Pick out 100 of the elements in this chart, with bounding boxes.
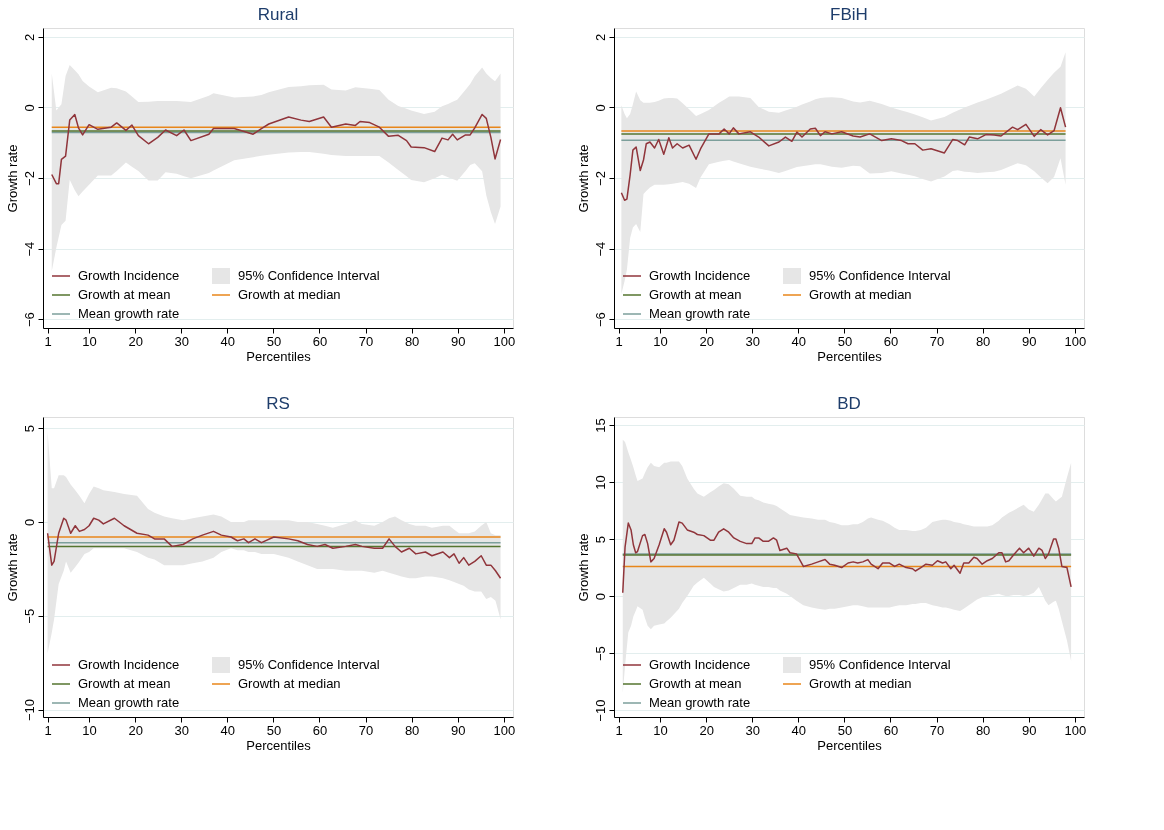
legend-label: Growth at median — [809, 287, 912, 302]
y-tick-label: −2 — [21, 171, 37, 186]
x-tick-label: 10 — [82, 722, 97, 738]
x-tick-label: 100 — [1064, 333, 1087, 349]
x-tick-label: 60 — [883, 722, 899, 738]
line-series — [51, 113, 502, 185]
y-tick-label: 0 — [21, 518, 37, 527]
x-tick-label: 1 — [44, 333, 52, 349]
x-tick-label: 60 — [312, 333, 328, 349]
x-tick-label: 30 — [745, 722, 760, 738]
legend-label: Growth at mean — [78, 676, 171, 691]
y-tick-label: −2 — [592, 171, 608, 186]
legend-label: Growth at mean — [649, 676, 742, 691]
x-tick-label: 50 — [837, 722, 853, 738]
y-tick-label: 0 — [592, 592, 608, 601]
legend-label: Growth Incidence — [649, 268, 751, 283]
legend-label: Growth at median — [238, 676, 341, 691]
x-tick-label: 40 — [791, 333, 807, 349]
chart-title: Rural — [257, 5, 299, 24]
x-tick-label: 40 — [220, 333, 236, 349]
chart-title: BD — [837, 394, 861, 413]
x-tick-label: 20 — [128, 722, 143, 738]
annotation: 95% Confidence Interval — [809, 268, 951, 283]
x-tick-label: 1 — [615, 722, 623, 738]
x-tick-label: 40 — [220, 722, 236, 738]
y-axis-title: Growth rate — [575, 144, 591, 213]
x-tick-label: 30 — [174, 722, 189, 738]
x-axis-title: Percentiles — [246, 348, 312, 364]
y-axis-title: Growth rate — [4, 533, 20, 602]
legend-label: Growth at median — [238, 287, 341, 302]
x-tick-label: 1 — [44, 722, 52, 738]
line-series — [46, 517, 502, 579]
y-tick-label: 0 — [21, 104, 37, 112]
y-tick-label: 15 — [592, 418, 608, 433]
annotation: 95% Confidence Interval — [238, 657, 380, 672]
y-tick-label: 0 — [592, 104, 608, 112]
y-tick-label: −10 — [21, 698, 37, 722]
legend-label: Mean growth rate — [649, 306, 751, 321]
x-tick-label: 70 — [358, 333, 374, 349]
line-series — [620, 107, 1067, 201]
x-tick-label: 100 — [493, 722, 516, 738]
x-tick-label: 1 — [615, 333, 623, 349]
x-tick-label: 40 — [791, 722, 807, 738]
x-tick-label: 30 — [174, 333, 189, 349]
y-tick-label: 5 — [21, 425, 37, 433]
legend-label: Mean growth rate — [78, 695, 180, 710]
x-tick-label: 70 — [929, 333, 945, 349]
x-axis-title: Percentiles — [246, 737, 312, 753]
y-tick-label: 10 — [592, 475, 608, 490]
x-tick-label: 80 — [975, 722, 991, 738]
y-axis-title: Growth rate — [4, 144, 20, 213]
chart-title: FBiH — [830, 5, 868, 24]
x-tick-label: 20 — [699, 333, 714, 349]
y-tick-label: −6 — [21, 312, 37, 328]
legend-label: Growth Incidence — [649, 657, 751, 672]
annotation: 95% Confidence Interval — [238, 268, 380, 283]
x-tick-label: 90 — [1021, 722, 1037, 738]
y-tick-label: 2 — [592, 33, 608, 41]
x-tick-label: 20 — [128, 333, 143, 349]
y-axis-title: Growth rate — [575, 533, 591, 602]
y-tick-label: 5 — [592, 535, 608, 544]
x-tick-label: 80 — [975, 333, 991, 349]
x-tick-label: 10 — [653, 722, 668, 738]
legend-label: Growth at mean — [78, 287, 171, 302]
annotation: 95% Confidence Interval — [809, 657, 951, 672]
y-tick-label: 2 — [21, 33, 37, 41]
x-tick-label: 70 — [358, 722, 374, 738]
x-tick-label: 10 — [82, 333, 97, 349]
chart-title: RS — [266, 394, 290, 413]
x-tick-label: 90 — [1021, 333, 1037, 349]
y-tick-label: −5 — [592, 646, 608, 662]
x-tick-label: 20 — [699, 722, 714, 738]
x-tick-label: 100 — [1064, 722, 1087, 738]
x-tick-label: 80 — [404, 722, 420, 738]
x-tick-label: 30 — [745, 333, 760, 349]
y-tick-label: −4 — [592, 241, 608, 257]
x-tick-label: 60 — [883, 333, 899, 349]
y-tick-label: −6 — [592, 312, 608, 328]
legend-label: Growth at median — [809, 676, 912, 691]
legend-label: Mean growth rate — [78, 306, 180, 321]
x-tick-label: 10 — [653, 333, 668, 349]
y-tick-label: −5 — [21, 608, 37, 624]
x-tick-label: 70 — [929, 722, 945, 738]
x-axis-title: Percentiles — [817, 348, 883, 364]
x-tick-label: 60 — [312, 722, 328, 738]
x-axis-title: Percentiles — [817, 737, 883, 753]
legend-label: Growth Incidence — [78, 268, 180, 283]
x-tick-label: 50 — [837, 333, 853, 349]
y-tick-label: −4 — [21, 241, 37, 257]
x-tick-label: 90 — [450, 333, 466, 349]
legend-label: Mean growth rate — [649, 695, 751, 710]
x-tick-label: 50 — [266, 333, 282, 349]
x-tick-label: 100 — [493, 333, 516, 349]
legend-label: Growth Incidence — [78, 657, 180, 672]
x-tick-label: 80 — [404, 333, 420, 349]
x-tick-label: 50 — [266, 722, 282, 738]
line-series — [622, 521, 1072, 594]
legend-label: Growth at mean — [649, 287, 742, 302]
y-tick-label: −10 — [592, 699, 608, 722]
x-tick-label: 90 — [450, 722, 466, 738]
